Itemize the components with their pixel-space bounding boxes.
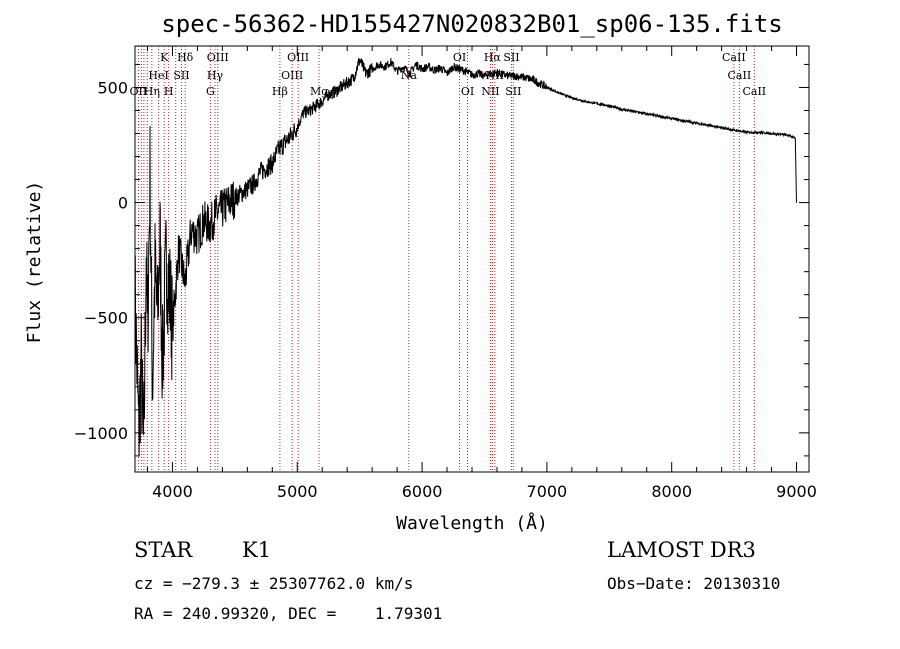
object-class: STAR — [134, 538, 193, 562]
spectral-line-label: OIII — [281, 69, 303, 82]
spectral-line-label: OI — [461, 85, 474, 98]
spectral-line-label: OIII — [207, 51, 229, 64]
x-tick-label: 6000 — [402, 482, 443, 501]
object-subclass: K1 — [242, 538, 272, 562]
y-tick-label: −1000 — [74, 424, 128, 443]
spectral-line-label: CaII — [742, 85, 766, 98]
spectral-line-label: K — [160, 51, 169, 64]
x-axis-label: Wavelength (Å) — [396, 512, 548, 534]
x-axis-ticks: 4000 5000 6000 7000 8000 9000 — [146, 46, 817, 501]
coordinates-text: RA = 240.99320, DEC = 1.79301 — [134, 604, 443, 623]
x-tick-label: 7000 — [527, 482, 568, 501]
spectral-line-label: NII — [481, 85, 499, 98]
spectral-line-label: HeI — [148, 69, 168, 82]
x-tick-label: 4000 — [152, 482, 193, 501]
spectral-line-label: SII — [173, 69, 189, 82]
y-axis-label: Flux (relative) — [24, 181, 45, 344]
spectral-line-label: OII — [130, 85, 148, 98]
spectral-line-label: CaII — [728, 69, 752, 82]
spectral-line-label: Hα — [484, 51, 502, 64]
spectral-line-label: Hδ — [177, 51, 194, 64]
spectral-line-label: Hγ — [207, 69, 224, 82]
spectral-line-label: H — [164, 85, 174, 98]
obs-date-text: Obs−Date: 20130310 — [607, 574, 781, 593]
plot-frame — [134, 45, 810, 473]
spectral-line-label: SII — [505, 85, 521, 98]
y-axis-ticks: −1000 −500 0 500 — [74, 63, 809, 457]
spectral-line-label: OI — [453, 51, 466, 64]
x-tick-label: 8000 — [651, 482, 692, 501]
y-tick-label: −500 — [84, 309, 128, 328]
x-tick-label: 9000 — [776, 482, 817, 501]
y-tick-label: 500 — [97, 78, 128, 97]
spectral-line-label: Hβ — [272, 85, 288, 98]
x-tick-label: 5000 — [277, 482, 318, 501]
survey-name: LAMOST DR3 — [607, 538, 756, 562]
spectral-line-label: G — [206, 85, 215, 98]
spectral-line-label: Mg — [310, 85, 328, 98]
spectral-line-label: SII — [503, 51, 519, 64]
spectral-line-markers — [137, 46, 755, 472]
redshift-text: cz = −279.3 ± 25307762.0 km/s — [134, 574, 414, 593]
spectral-line-label: Hη — [144, 85, 160, 98]
spectral-line-label: CaII — [722, 51, 746, 64]
chart-title: spec-56362-HD155427N020832B01_sp06-135.f… — [161, 10, 782, 38]
spectral-line-label: OIII — [287, 51, 309, 64]
flux-series-line — [134, 57, 797, 456]
y-tick-label: 0 — [118, 194, 128, 213]
